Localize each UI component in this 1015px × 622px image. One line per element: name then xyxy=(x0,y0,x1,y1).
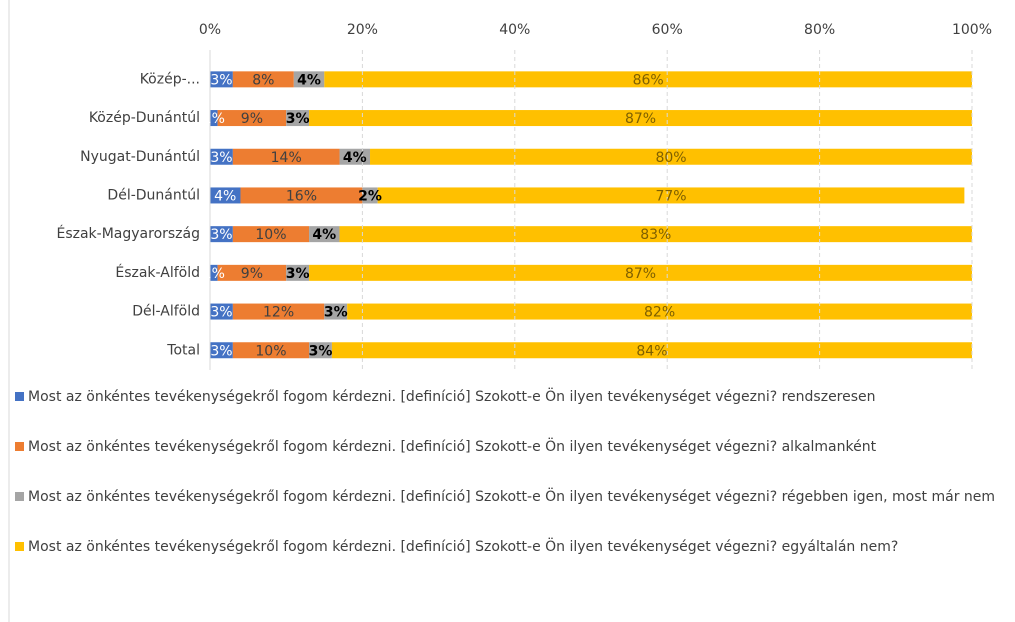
data-label: 4% xyxy=(343,150,367,166)
category-label: Dél-Dunántúl xyxy=(107,187,200,203)
category-label: Dél-Alföld xyxy=(132,304,200,320)
data-label: 12% xyxy=(263,305,294,321)
bar-segment xyxy=(210,264,218,281)
bar-segment xyxy=(286,110,310,127)
bar-segment xyxy=(339,226,972,243)
data-label: 3% xyxy=(286,111,310,127)
data-label: 4% xyxy=(297,72,321,88)
data-label: 9% xyxy=(241,266,263,282)
x-tick-label: 60% xyxy=(652,22,683,38)
legend-swatch xyxy=(15,442,24,451)
legend-label: Most az önkéntes tevékenységekről fogom … xyxy=(28,389,876,405)
bar-segment xyxy=(210,110,218,127)
legend-label: Most az önkéntes tevékenységekről fogom … xyxy=(28,539,899,555)
bar-segment xyxy=(309,264,972,281)
data-label: 10% xyxy=(255,343,286,359)
legend-swatch xyxy=(15,392,24,401)
bar-segment xyxy=(293,71,325,88)
bar-segment xyxy=(370,148,972,165)
data-label: 1% xyxy=(203,266,225,282)
x-tick-label: 40% xyxy=(499,22,530,38)
data-label: 3% xyxy=(210,343,232,359)
bar-segment xyxy=(217,264,287,281)
data-label: 3% xyxy=(210,150,232,166)
legend-entry: Most az önkéntes tevékenységekről fogom … xyxy=(15,386,1005,408)
category-label: Total xyxy=(166,342,200,358)
legend-label: Most az önkéntes tevékenységekről fogom … xyxy=(28,439,877,455)
plot xyxy=(210,71,972,359)
bar-segment xyxy=(210,187,241,204)
bar-segment xyxy=(286,264,310,281)
data-label: 4% xyxy=(214,188,236,204)
data-label: 1% xyxy=(203,111,225,127)
x-tick-label: 0% xyxy=(199,22,221,38)
category-label: Közép-... xyxy=(140,71,200,87)
bar-segment xyxy=(210,71,233,88)
bar-segment xyxy=(324,303,348,320)
x-tick-label: 80% xyxy=(804,22,835,38)
data-label: 86% xyxy=(633,72,664,88)
bar-segment xyxy=(232,71,294,88)
data-label: 3% xyxy=(324,305,348,321)
legend-swatch xyxy=(15,542,24,551)
bar-segment xyxy=(210,303,233,320)
bar-segment xyxy=(309,110,972,127)
bar-segment xyxy=(339,148,371,165)
data-label: 3% xyxy=(210,227,232,243)
data-label: 87% xyxy=(625,111,656,127)
bar-segment xyxy=(377,187,965,204)
data-label: 4% xyxy=(312,227,336,243)
bar-segment xyxy=(232,303,325,320)
data-label: 3% xyxy=(210,72,232,88)
data-label: 3% xyxy=(309,343,333,359)
bar-segment xyxy=(210,342,233,359)
bar-segment xyxy=(210,148,233,165)
category-label: Észak-Alföld xyxy=(115,264,200,281)
legend-label: Most az önkéntes tevékenységekről fogom … xyxy=(28,489,996,505)
bar-segment xyxy=(217,110,287,127)
bar-segment xyxy=(210,226,233,243)
category-label: Közép-Dunántúl xyxy=(89,110,200,126)
bar-segment xyxy=(362,187,378,204)
category-label: Nyugat-Dunántúl xyxy=(80,149,200,165)
data-label: 10% xyxy=(255,227,286,243)
bar-segment xyxy=(309,342,332,359)
data-label: 87% xyxy=(625,266,656,282)
bar-segment xyxy=(232,226,310,243)
legend-entry: Most az önkéntes tevékenységekről fogom … xyxy=(15,436,1005,458)
bar-segment xyxy=(232,342,310,359)
bar-segment xyxy=(240,187,363,204)
bar-segment xyxy=(324,71,972,88)
bar-segment xyxy=(309,226,340,243)
data-label: 14% xyxy=(271,150,302,166)
bar-segment xyxy=(331,342,972,359)
data-label: 2% xyxy=(358,188,382,204)
category-label: Észak-Magyarország xyxy=(56,225,200,242)
data-label: 16% xyxy=(286,188,317,204)
data-label: 9% xyxy=(241,111,263,127)
data-label: 3% xyxy=(210,305,232,321)
data-label: 80% xyxy=(655,150,686,166)
x-tick-label: 100% xyxy=(952,22,992,38)
data-label: 83% xyxy=(640,227,671,243)
data-label: 8% xyxy=(252,72,274,88)
data-label: 84% xyxy=(636,343,667,359)
bar-segment xyxy=(232,148,340,165)
legend-entry: Most az önkéntes tevékenységekről fogom … xyxy=(15,486,1005,508)
data-label: 77% xyxy=(655,188,686,204)
x-tick-label: 20% xyxy=(347,22,378,38)
data-label: 82% xyxy=(644,305,675,321)
data-label: 3% xyxy=(286,266,310,282)
bar-segment xyxy=(347,303,972,320)
legend-entry: Most az önkéntes tevékenységekről fogom … xyxy=(15,536,1005,558)
legend-swatch xyxy=(15,492,24,501)
